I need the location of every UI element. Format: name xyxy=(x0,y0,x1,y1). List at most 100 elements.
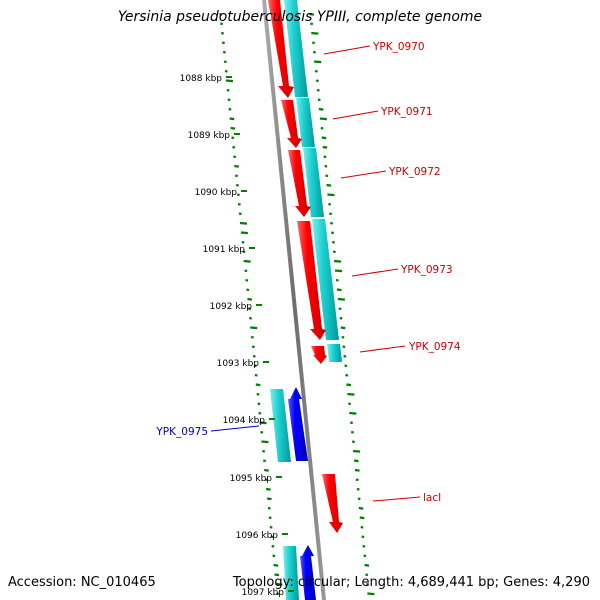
gc-tick xyxy=(248,307,252,311)
gc-tick xyxy=(316,88,320,92)
gc-tick xyxy=(269,525,273,529)
gc-tick xyxy=(225,79,234,83)
gc-tick xyxy=(345,373,349,377)
gc-tick xyxy=(255,383,261,387)
tick-label: 1095 kbp xyxy=(230,474,273,484)
tick-label: 1096 kbp xyxy=(236,531,279,541)
gc-tick xyxy=(312,50,316,54)
gc-tick xyxy=(311,31,319,35)
gc-tick xyxy=(257,402,261,406)
gc-tick xyxy=(324,164,328,168)
cds-arrow-ypk-0972 xyxy=(288,150,311,217)
gc-tick xyxy=(354,468,360,472)
gc-tick xyxy=(253,364,257,368)
gc-tick xyxy=(343,354,347,358)
gc-tick xyxy=(358,506,364,510)
gc-tick xyxy=(353,459,359,463)
gc-tick xyxy=(260,430,264,434)
gc-tick xyxy=(314,69,318,73)
gene-leader-line xyxy=(210,425,260,432)
gc-tick xyxy=(330,221,334,225)
gc-tick xyxy=(342,345,346,349)
gc-tick xyxy=(224,69,228,73)
gc-tick xyxy=(321,136,327,140)
gc-tick xyxy=(334,269,343,273)
gene-feature-ypk-0973 xyxy=(312,219,339,340)
gc-tick xyxy=(359,516,365,520)
gc-tick xyxy=(228,107,232,111)
gc-tick xyxy=(322,145,328,149)
tick-label: 1094 kbp xyxy=(223,416,266,426)
gene-label: YPK_0973 xyxy=(400,264,453,276)
gc-tick xyxy=(249,316,253,320)
gc-tick xyxy=(264,478,268,482)
gc-tick xyxy=(275,582,283,586)
gc-tick xyxy=(320,126,324,130)
gene-feature-ypk-0971 xyxy=(296,98,315,147)
gene-label: YPK_0975 xyxy=(155,426,208,438)
gc-tick xyxy=(334,259,342,263)
gc-tick xyxy=(309,12,315,16)
gc-tick xyxy=(264,468,269,472)
gc-tick xyxy=(315,79,319,83)
map-title: Yersinia pseudotuberculosis YPIII, compl… xyxy=(117,9,483,25)
gc-tick xyxy=(236,193,240,197)
gene-label: YPK_0972 xyxy=(388,166,441,178)
gc-tick xyxy=(347,392,355,396)
gc-tick xyxy=(346,383,352,387)
gc-tick xyxy=(364,563,370,567)
gc-tick xyxy=(326,183,332,187)
coordinate-ticks: 1088 kbp 1089 kbp 1090 kbp 1091 kbp 1092 kbp… xyxy=(180,74,294,598)
gc-tick xyxy=(365,573,369,577)
tick-label: 1088 kbp xyxy=(180,74,223,84)
gc-tick xyxy=(319,117,327,121)
gc-tick xyxy=(220,22,224,26)
genome-backbone xyxy=(262,0,326,600)
gc-tick xyxy=(314,60,322,64)
gc-tick xyxy=(237,202,241,206)
gc-tick xyxy=(239,221,248,225)
gc-tick xyxy=(325,174,329,178)
tick-label: 1097 kbp xyxy=(242,588,285,598)
tick-label: 1089 kbp xyxy=(188,131,231,141)
gc-tick xyxy=(323,155,327,159)
gc-tick xyxy=(311,41,316,45)
gc-tick xyxy=(353,449,361,453)
gc-tick xyxy=(254,373,258,377)
gc-tick xyxy=(219,12,223,16)
gc-tick xyxy=(231,136,235,140)
gc-tick xyxy=(233,155,237,159)
gc-tick xyxy=(244,269,248,273)
gc-tick xyxy=(238,212,242,216)
gc-tick xyxy=(367,592,375,596)
gc-tick xyxy=(330,231,335,235)
gene-leader-line xyxy=(340,170,387,179)
gc-tick xyxy=(252,354,256,358)
gc-tick xyxy=(332,250,336,254)
gc-tick xyxy=(241,240,245,244)
gc-content-track-outer xyxy=(309,12,375,596)
gc-tick xyxy=(360,525,364,529)
gene-leader-line xyxy=(323,45,371,55)
gene-label: YPK_0970 xyxy=(372,41,425,53)
gc-tick xyxy=(355,478,359,482)
cds-arrow-bottom xyxy=(300,545,316,600)
gc-tick xyxy=(258,411,262,415)
gc-tick xyxy=(227,98,231,102)
accession-info: Accession: NC_010465 xyxy=(8,575,156,590)
gc-tick xyxy=(230,126,236,130)
gc-tick xyxy=(362,544,366,548)
gc-tick xyxy=(262,449,266,453)
gc-tick xyxy=(222,50,226,54)
gc-tick xyxy=(221,41,225,45)
topology-info: Topology: circular; Length: 4,689,441 bp… xyxy=(232,575,590,590)
gc-tick xyxy=(270,535,274,539)
gc-tick xyxy=(336,288,342,292)
gc-tick xyxy=(235,174,239,178)
gc-tick xyxy=(318,107,324,111)
gc-tick xyxy=(232,145,236,149)
gc-tick xyxy=(251,345,255,349)
gc-tick xyxy=(350,430,354,434)
gc-tick xyxy=(223,60,227,64)
